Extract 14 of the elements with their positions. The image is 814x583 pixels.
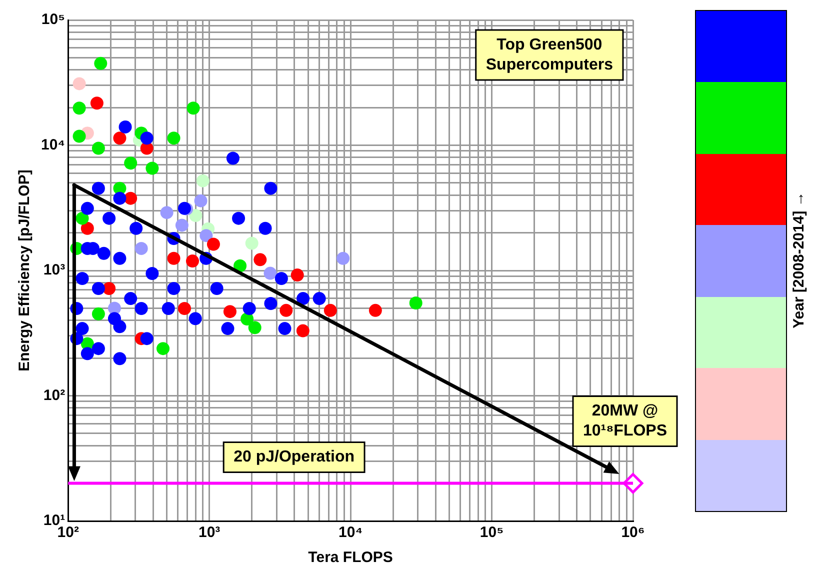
x-tick-label: 10⁶ — [621, 524, 645, 542]
x-tick-label: 10⁴ — [338, 524, 363, 542]
y-tick-label: 10⁴ — [40, 136, 66, 154]
color-bar-title: Year [2008-2014] → — [790, 192, 808, 328]
annotation: 20MW @ 10¹⁸FLOPS — [582, 402, 668, 440]
y-axis-title: Energy Efficiency [pJ/FLOP] — [16, 170, 34, 372]
y-tick-label: 10² — [43, 386, 66, 404]
y-tick-label: 10³ — [43, 262, 66, 279]
ref-line-label: 20 pJ/Operation — [234, 448, 355, 466]
x-tick-label: 10⁵ — [480, 524, 504, 542]
y-tick-label: 10⁵ — [41, 11, 66, 28]
annotation: Top Green500 Supercomputers — [486, 36, 614, 74]
x-axis-title: Tera FLOPS — [308, 549, 393, 566]
x-tick-label: 10³ — [198, 524, 220, 542]
